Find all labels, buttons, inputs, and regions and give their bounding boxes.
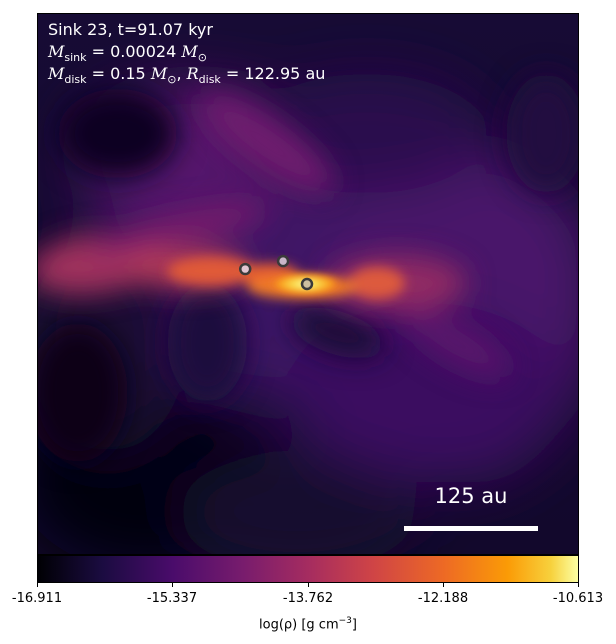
sink-mass-value: = 0.00024 — [86, 42, 182, 61]
scale-bar-label: 125 au — [434, 484, 508, 508]
colorbar-label: log(ρ) [g cm−3] — [37, 613, 579, 633]
solar-mass-unit: M — [181, 42, 198, 61]
mass-subscript: sink — [64, 51, 87, 65]
disk-radius-symbol: R — [186, 64, 199, 83]
disk-mass-value: = 0.15 — [86, 64, 151, 83]
sink-time-text: Sink 23, t=91.07 kyr — [48, 20, 213, 39]
gas-streams — [38, 93, 510, 378]
dark-cavities — [38, 73, 578, 463]
colorbar-label-text: log(ρ) [g cm — [259, 617, 339, 633]
disk-mass-symbol: M — [48, 64, 65, 83]
colorbar-tick — [578, 583, 579, 587]
colorbar-tick — [308, 583, 309, 587]
sink-mass-label: Msink = 0.00024 M⊙ — [48, 42, 207, 65]
colorbar-tick-label: -16.911 — [11, 591, 63, 606]
disk-radius-subscript: disk — [198, 73, 221, 87]
mass-symbol: M — [48, 42, 65, 61]
density-map-panel — [37, 13, 579, 555]
colorbar-tick-label: -12.188 — [417, 591, 469, 606]
sink-time-label: Sink 23, t=91.07 kyr — [48, 20, 213, 40]
sink-particle-primary — [300, 277, 314, 291]
colorbar-tick-label: -13.762 — [282, 591, 334, 606]
density-map-image — [38, 14, 578, 554]
solar-symbol: ⊙ — [197, 51, 207, 65]
sink-particle-tertiary — [239, 262, 252, 276]
colorbar-tick-label: -10.613 — [552, 591, 604, 606]
disk-solar-symbol: ⊙ — [167, 73, 177, 87]
colorbar-tick — [37, 583, 38, 587]
disk-radius-value: = 122.95 au — [220, 64, 326, 83]
colorbar-label-exponent: −3 — [338, 616, 352, 626]
colorbar-tick — [172, 583, 173, 587]
colorbar-tick-label: -15.337 — [146, 591, 198, 606]
colorbar-label-suffix: ] — [351, 617, 357, 633]
separator: , — [176, 64, 187, 83]
disk-solar-mass-unit: M — [150, 64, 168, 83]
scale-bar — [404, 526, 538, 531]
disk-properties-label: Mdisk = 0.15 M⊙, Rdisk = 122.95 au — [48, 64, 326, 87]
colorbar — [37, 555, 579, 583]
disk-mass-subscript: disk — [64, 73, 87, 87]
colorbar-tick — [443, 583, 444, 587]
sink-particle-secondary — [276, 254, 290, 268]
